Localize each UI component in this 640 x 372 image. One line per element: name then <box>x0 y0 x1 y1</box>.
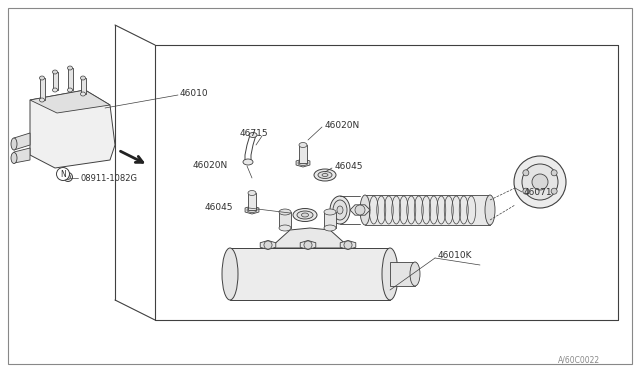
Ellipse shape <box>249 132 257 138</box>
Text: N: N <box>60 170 66 179</box>
Polygon shape <box>260 241 276 250</box>
Ellipse shape <box>297 211 313 219</box>
Ellipse shape <box>324 225 336 231</box>
Circle shape <box>56 167 70 180</box>
Polygon shape <box>340 241 356 250</box>
Polygon shape <box>300 241 316 250</box>
Ellipse shape <box>299 142 307 148</box>
Polygon shape <box>30 90 115 168</box>
Text: 08911-1082G: 08911-1082G <box>80 173 137 183</box>
Text: 46045: 46045 <box>335 161 364 170</box>
Text: 46045: 46045 <box>205 202 234 212</box>
Ellipse shape <box>410 262 420 286</box>
Circle shape <box>551 170 557 176</box>
Ellipse shape <box>247 208 257 212</box>
Text: 46020N: 46020N <box>325 121 360 129</box>
Ellipse shape <box>279 225 291 231</box>
Polygon shape <box>296 159 310 167</box>
Text: 46020N: 46020N <box>193 160 228 170</box>
Circle shape <box>344 241 352 249</box>
Text: 46071: 46071 <box>524 187 552 196</box>
Polygon shape <box>245 206 259 214</box>
Ellipse shape <box>337 206 343 214</box>
Polygon shape <box>270 228 350 248</box>
Circle shape <box>264 241 272 249</box>
Ellipse shape <box>40 98 45 102</box>
Polygon shape <box>350 205 370 215</box>
Polygon shape <box>30 90 110 113</box>
Ellipse shape <box>382 248 398 300</box>
Ellipse shape <box>222 248 238 300</box>
Circle shape <box>355 205 365 215</box>
Ellipse shape <box>333 200 347 220</box>
Text: 46010: 46010 <box>180 89 209 97</box>
Polygon shape <box>230 248 390 300</box>
Ellipse shape <box>52 70 58 74</box>
Ellipse shape <box>322 173 328 176</box>
Polygon shape <box>40 78 45 100</box>
Ellipse shape <box>11 153 17 164</box>
Circle shape <box>514 156 566 208</box>
Ellipse shape <box>81 76 86 80</box>
Text: 46010K: 46010K <box>438 251 472 260</box>
Text: 46715: 46715 <box>240 128 269 138</box>
Ellipse shape <box>67 88 72 92</box>
Ellipse shape <box>11 138 17 150</box>
Polygon shape <box>365 195 490 225</box>
Circle shape <box>523 188 529 194</box>
Polygon shape <box>390 262 415 286</box>
Ellipse shape <box>298 160 308 166</box>
Ellipse shape <box>243 159 253 165</box>
Circle shape <box>65 174 70 180</box>
Polygon shape <box>299 145 307 163</box>
Polygon shape <box>324 212 336 228</box>
Ellipse shape <box>485 195 495 225</box>
Text: A/60C0022: A/60C0022 <box>558 356 600 365</box>
Ellipse shape <box>330 196 350 224</box>
Circle shape <box>63 173 72 182</box>
Polygon shape <box>14 133 30 150</box>
Ellipse shape <box>360 195 370 225</box>
Polygon shape <box>52 72 58 90</box>
Ellipse shape <box>301 213 308 217</box>
Ellipse shape <box>324 209 336 215</box>
Circle shape <box>304 241 312 249</box>
Polygon shape <box>14 148 30 163</box>
Ellipse shape <box>318 171 332 179</box>
Ellipse shape <box>314 169 336 181</box>
Circle shape <box>532 174 548 190</box>
Polygon shape <box>248 193 256 210</box>
Circle shape <box>522 164 558 200</box>
Ellipse shape <box>40 76 45 80</box>
Ellipse shape <box>279 209 291 215</box>
Circle shape <box>551 188 557 194</box>
Ellipse shape <box>81 92 86 96</box>
Ellipse shape <box>52 88 58 92</box>
Polygon shape <box>279 212 291 228</box>
Ellipse shape <box>67 66 72 70</box>
Ellipse shape <box>293 208 317 221</box>
Polygon shape <box>67 68 72 90</box>
Polygon shape <box>81 78 86 94</box>
Ellipse shape <box>248 190 256 196</box>
Circle shape <box>523 170 529 176</box>
